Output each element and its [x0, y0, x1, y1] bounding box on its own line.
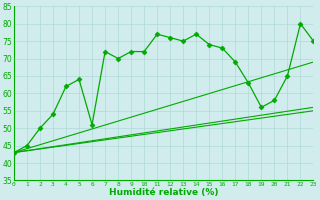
- X-axis label: Humidité relative (%): Humidité relative (%): [109, 188, 219, 197]
